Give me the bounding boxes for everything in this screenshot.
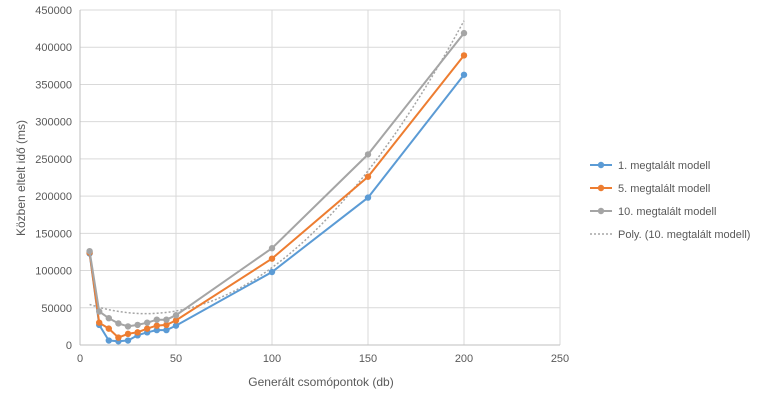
data-point (115, 334, 122, 341)
legend-label: 1. megtalált modell (618, 160, 710, 172)
legend-marker (597, 161, 605, 169)
x-tick-label: 200 (455, 353, 473, 365)
trendline-layer (89, 20, 465, 315)
data-point (124, 337, 132, 344)
data-point (172, 317, 180, 324)
series-line (88, 74, 465, 343)
legend-entry: Poly. (10. megtalált modell) (590, 229, 750, 241)
x-tick-label: 0 (77, 353, 83, 365)
data-point (268, 268, 276, 276)
x-tick-label: 150 (359, 353, 377, 365)
x-tick-label: 100 (263, 353, 281, 365)
tick-labels: 0 50000 100000 150000 200000 250000 300000 3500… (35, 5, 569, 365)
data-point (115, 320, 122, 327)
series-3 (86, 29, 468, 330)
data-point (96, 308, 103, 315)
series-layer (86, 29, 468, 345)
y-tick-label: 350000 (35, 79, 72, 91)
legend-label: 5. megtalált modell (618, 183, 710, 195)
legend-entry: 1. megtalált modell (590, 160, 710, 172)
data-point (153, 322, 160, 329)
data-point (124, 330, 132, 338)
data-point (364, 173, 372, 180)
data-point (268, 255, 276, 262)
data-point (124, 323, 132, 330)
data-point (86, 248, 93, 255)
data-point (268, 245, 276, 252)
trendline-poly (89, 20, 465, 315)
legend-marker (597, 207, 605, 215)
y-tick-label: 0 (66, 340, 72, 352)
data-point (163, 321, 170, 329)
y-tick-label: 250000 (35, 154, 72, 166)
data-point (153, 316, 160, 323)
legend: 1. megtalált modell 5. megtalált modell 10… (590, 160, 750, 241)
data-point (105, 315, 113, 322)
data-point (134, 321, 141, 329)
y-tick-label: 450000 (35, 5, 72, 17)
legend-marker (597, 184, 605, 192)
legend-entry: 10. megtalált modell (590, 206, 716, 218)
gridlines (79, 9, 561, 346)
axes (79, 10, 560, 346)
data-point (153, 326, 160, 334)
y-tick-label: 300000 (35, 117, 72, 129)
x-tick-label: 50 (170, 353, 182, 365)
y-axis-title: Közben eltelt idő (ms) (14, 120, 28, 236)
data-point (460, 29, 468, 37)
data-point (105, 325, 113, 332)
data-point (172, 312, 180, 319)
y-tick-label: 50000 (41, 303, 72, 315)
data-point (163, 316, 170, 323)
legend-label: 10. megtalált modell (618, 206, 716, 218)
data-point (134, 329, 141, 336)
x-axis-title: Generált csomópontok (db) (248, 375, 393, 389)
data-point (105, 337, 113, 344)
y-tick-label: 150000 (35, 228, 72, 240)
data-point (172, 322, 180, 329)
data-point (364, 194, 372, 201)
data-point (96, 319, 103, 326)
data-point (460, 71, 468, 78)
y-tick-label: 200000 (35, 191, 72, 203)
series-1 (86, 71, 468, 345)
data-point (364, 151, 372, 158)
legend-entry: 5. megtalált modell (590, 183, 710, 195)
series-2 (86, 52, 468, 341)
y-tick-label: 400000 (35, 42, 72, 54)
y-tick-label: 100000 (35, 266, 72, 278)
data-point (163, 326, 170, 334)
data-point (460, 52, 468, 59)
data-point (144, 325, 151, 332)
data-point (144, 319, 151, 326)
series-line (88, 32, 465, 328)
legend-label: Poly. (10. megtalált modell) (618, 229, 750, 241)
x-tick-label: 250 (551, 353, 569, 365)
